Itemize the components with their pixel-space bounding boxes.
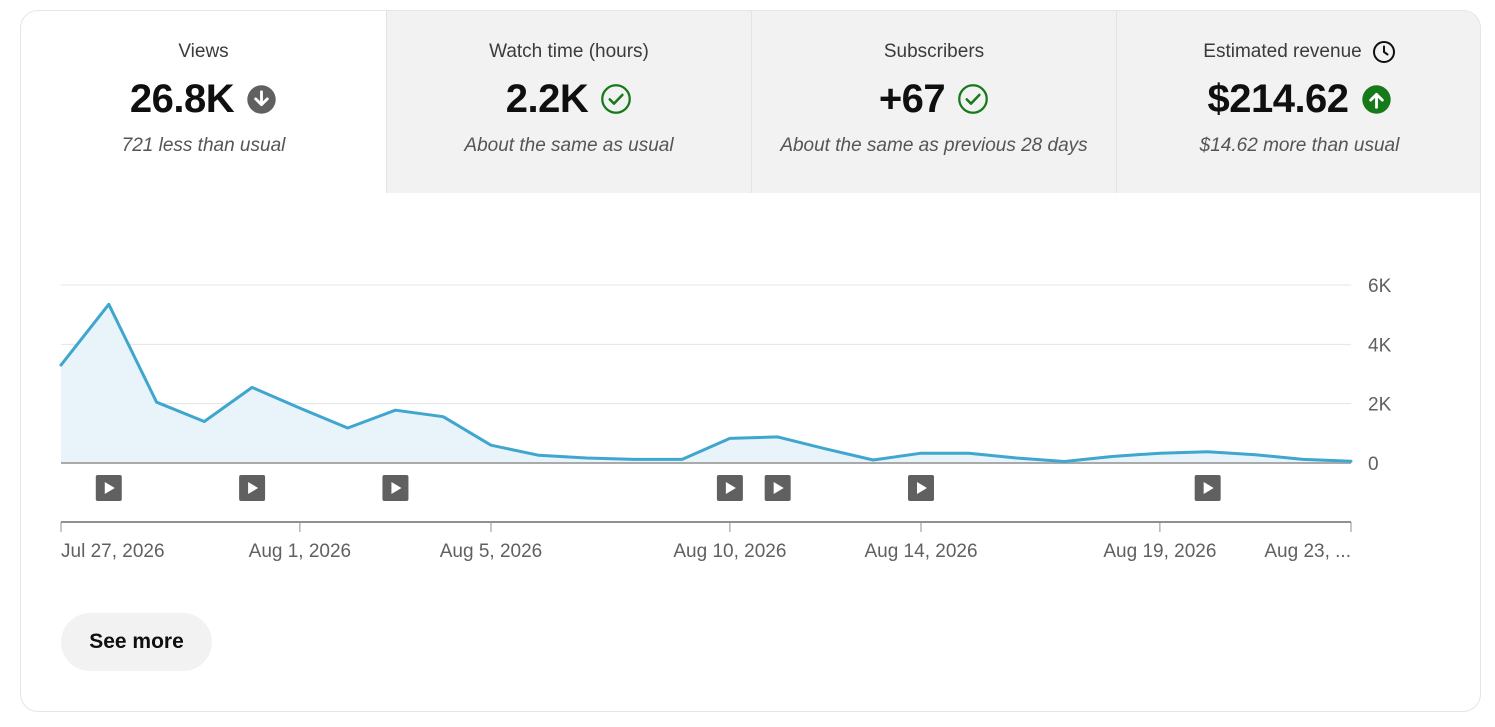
x-tick-label: Aug 19, 2026 [1103,541,1216,562]
x-tick-label: Aug 23, ... [1264,541,1351,562]
tab-note: About the same as previous 28 days [780,135,1088,156]
data-point [1014,455,1020,461]
data-point [536,452,542,458]
data-point [775,434,781,440]
arrow-up-circle-icon [1361,84,1392,115]
data-point [918,450,924,456]
data-point [297,405,303,411]
tab-subscribers[interactable]: Subscribers +67 About the same as previo… [751,11,1116,193]
tab-title: Views [178,41,229,62]
data-point [966,450,972,456]
y-tick-label: 0 [1368,454,1379,475]
views-chart-svg: 0 2K 4K 6K Jul 27, 2026 Aug 1, 2026 Aug 5, 202… [58,276,1392,562]
tab-watch-time[interactable]: Watch time (hours) 2.2K About the same a… [386,11,751,193]
tab-value: 2.2K [505,76,589,121]
tab-estimated-revenue[interactable]: Estimated revenue $214.62 $14.62 more th… [1116,11,1480,193]
data-point [870,457,876,463]
tab-value: +67 [878,76,946,121]
tab-note: $14.62 more than usual [1199,135,1400,156]
play-icon [1203,482,1214,494]
play-icon [773,482,784,494]
data-point [727,435,733,441]
views-line [59,302,1353,463]
x-tick-label: Aug 5, 2026 [440,541,542,562]
metric-tabs: Views 26.8K 721 less than usual Watch ti… [21,11,1480,193]
data-point [1205,449,1211,455]
tab-value: 26.8K [129,76,235,121]
views-chart: 0 2K 4K 6K Jul 27, 2026 Aug 1, 2026 Aug 5, 202… [21,193,1480,583]
x-tick-label: Jul 27, 2026 [61,541,165,562]
check-circle-icon [957,83,989,115]
x-tick-label: Aug 1, 2026 [249,541,351,562]
data-point [106,301,112,307]
tab-title: Subscribers [883,41,985,62]
y-tick-label: 2K [1368,395,1392,416]
data-point [679,456,685,462]
x-tick-label: Aug 10, 2026 [673,541,786,562]
tab-views[interactable]: Views 26.8K 721 less than usual [21,11,386,193]
tab-note: 721 less than usual [121,135,286,156]
see-more-button[interactable]: See more [61,613,212,671]
analytics-card: Views 26.8K 721 less than usual Watch ti… [20,10,1481,712]
y-tick-label: 4K [1368,335,1392,356]
clock-icon[interactable] [1372,40,1396,64]
data-point [440,414,446,420]
data-point [345,425,351,431]
tab-title: Watch time (hours) [489,41,649,62]
play-icon [248,482,259,494]
data-point [249,384,255,390]
data-point [1061,459,1067,465]
data-point [1109,453,1115,459]
data-point [1157,450,1163,456]
tab-value: $214.62 [1207,76,1349,121]
views-area [61,304,1351,463]
data-point [1300,456,1306,462]
play-icon [725,482,736,494]
data-point [1252,452,1258,458]
data-point [1348,458,1354,464]
data-point [392,407,398,413]
data-point [201,418,207,424]
arrow-down-circle-icon [246,84,277,115]
data-point [488,442,494,448]
tab-note: About the same as usual [464,135,674,156]
play-icon [391,482,402,494]
x-tick-label: Aug 14, 2026 [864,541,977,562]
play-icon [917,482,927,494]
tab-title: Estimated revenue [1203,41,1362,62]
data-point [631,456,637,462]
data-point [822,446,828,452]
y-tick-label: 6K [1368,276,1392,297]
data-point [58,362,64,368]
play-icon [104,482,115,494]
data-point [154,399,160,405]
check-circle-icon [600,83,632,115]
data-point [584,455,590,461]
